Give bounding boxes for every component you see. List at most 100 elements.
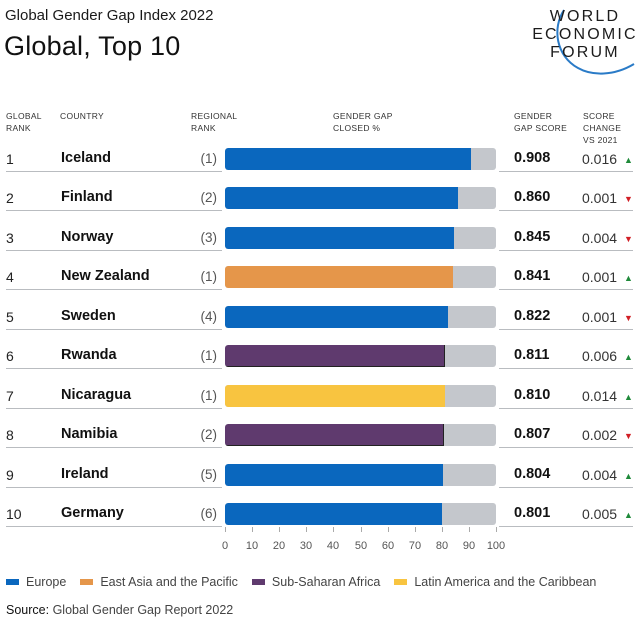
row-divider bbox=[499, 447, 633, 448]
legend-item-europe: Europe bbox=[6, 575, 66, 589]
chart-title: Global, Top 10 bbox=[4, 31, 181, 61]
legend-label-latin-america: Latin America and the Caribbean bbox=[414, 575, 597, 589]
global-rank: 10 bbox=[6, 506, 22, 522]
header-country-line1: COUNTRY bbox=[60, 111, 104, 121]
score-change: 0.002 bbox=[582, 427, 618, 443]
global-rank: 2 bbox=[6, 190, 14, 206]
x-tick bbox=[252, 527, 253, 532]
row-divider bbox=[6, 289, 222, 290]
bar-fill bbox=[225, 266, 453, 288]
x-tick bbox=[225, 527, 226, 532]
row-divider bbox=[499, 408, 633, 409]
legend-label-europe: Europe bbox=[26, 575, 67, 589]
row-divider bbox=[499, 210, 633, 211]
header-score-line2: GAP SCORE bbox=[514, 123, 568, 133]
legend: Europe East Asia and the Pacific Sub-Sah… bbox=[6, 574, 610, 590]
x-tick-label: 50 bbox=[354, 540, 368, 552]
header-global-rank-line2: RANK bbox=[6, 123, 31, 133]
gap-score: 0.811 bbox=[514, 347, 550, 363]
x-tick-label: 70 bbox=[408, 540, 422, 552]
bar-track bbox=[225, 345, 496, 367]
header-country: COUNTRY bbox=[60, 110, 104, 122]
country-name: Iceland bbox=[61, 150, 111, 166]
regional-rank: (6) bbox=[200, 506, 218, 521]
regional-rank: (1) bbox=[200, 151, 218, 166]
x-tick bbox=[442, 527, 443, 532]
x-tick-label: 20 bbox=[272, 540, 286, 552]
source-text: Global Gender Gap Report 2022 bbox=[49, 603, 234, 617]
bar-track bbox=[225, 227, 496, 249]
row-divider bbox=[6, 171, 222, 172]
legend-item-east-asia: East Asia and the Pacific bbox=[80, 575, 238, 589]
bar-fill bbox=[225, 424, 444, 446]
country-name: Namibia bbox=[61, 426, 118, 442]
arrow-up-icon: ▲ bbox=[624, 392, 633, 402]
score-change: 0.004 bbox=[582, 230, 618, 246]
arrow-up-icon: ▲ bbox=[624, 510, 633, 520]
row-divider bbox=[6, 250, 222, 251]
table-row: 5 Sweden (4) 0.822 0.001 ▼ bbox=[0, 298, 640, 337]
arrow-down-icon: ▼ bbox=[624, 234, 633, 244]
regional-rank: (3) bbox=[200, 230, 218, 245]
country-name: Finland bbox=[61, 189, 113, 205]
score-change: 0.001 bbox=[582, 269, 618, 285]
bar-fill bbox=[225, 345, 445, 367]
source-label: Source: bbox=[6, 603, 50, 617]
row-divider bbox=[499, 368, 633, 369]
country-name: Sweden bbox=[61, 308, 116, 324]
row-divider bbox=[499, 487, 633, 488]
wef-logo: WORLD ECONOMIC FORUM bbox=[530, 6, 640, 78]
global-rank: 5 bbox=[6, 309, 14, 325]
row-divider bbox=[499, 171, 633, 172]
chart-subtitle: Global Gender Gap Index 2022 bbox=[5, 7, 214, 24]
row-divider bbox=[6, 526, 222, 527]
table-row: 7 Nicaragua (1) 0.810 0.014 ▲ bbox=[0, 377, 640, 416]
global-rank: 8 bbox=[6, 427, 14, 443]
wef-logo-arc-icon bbox=[556, 9, 635, 75]
logo-line-1: WORLD bbox=[549, 8, 621, 25]
gap-score: 0.841 bbox=[514, 268, 551, 284]
table-row: 1 Iceland (1) 0.908 0.016 ▲ bbox=[0, 140, 640, 179]
header-global-rank-line1: GLOBAL bbox=[6, 111, 42, 121]
table-row: 3 Norway (3) 0.845 0.004 ▼ bbox=[0, 219, 640, 258]
x-tick-label: 100 bbox=[486, 540, 506, 552]
score-change: 0.004 bbox=[582, 467, 618, 483]
bar-track bbox=[225, 424, 496, 446]
row-divider bbox=[6, 408, 222, 409]
country-name: Ireland bbox=[61, 466, 109, 482]
x-tick bbox=[279, 527, 280, 532]
x-tick bbox=[388, 527, 389, 532]
bar-fill bbox=[225, 385, 445, 407]
bar-fill bbox=[225, 503, 443, 525]
table-row: 10 Germany (6) 0.801 0.005 ▲ bbox=[0, 495, 640, 534]
bar-fill bbox=[225, 148, 472, 170]
row-divider bbox=[6, 210, 222, 211]
x-tick-label: 0 bbox=[221, 540, 229, 552]
gap-score: 0.822 bbox=[514, 308, 551, 324]
global-rank: 9 bbox=[6, 467, 14, 483]
header-global-rank: GLOBAL RANK bbox=[6, 110, 42, 134]
score-change: 0.001 bbox=[582, 190, 618, 206]
table-row: 2 Finland (2) 0.860 0.001 ▼ bbox=[0, 179, 640, 218]
bar-track bbox=[225, 503, 496, 525]
legend-swatch-europe bbox=[6, 579, 19, 585]
country-name: New Zealand bbox=[61, 268, 150, 284]
gap-score: 0.860 bbox=[514, 189, 551, 205]
legend-item-latin-america: Latin America and the Caribbean bbox=[394, 575, 596, 589]
header-gap-closed: GENDER GAP CLOSED % bbox=[333, 110, 393, 134]
row-divider bbox=[499, 526, 633, 527]
x-tick-label: 80 bbox=[435, 540, 449, 552]
legend-label-sub-saharan: Sub-Saharan Africa bbox=[271, 575, 381, 589]
legend-item-sub-saharan: Sub-Saharan Africa bbox=[251, 575, 381, 589]
regional-rank: (2) bbox=[200, 427, 218, 442]
row-divider bbox=[6, 329, 222, 330]
score-change: 0.001 bbox=[582, 309, 618, 325]
arrow-down-icon: ▼ bbox=[624, 431, 633, 441]
header-regional-rank: REGIONAL RANK bbox=[191, 110, 237, 134]
source-note: Source: Global Gender Gap Report 2022 bbox=[6, 603, 233, 617]
bar-track bbox=[225, 148, 496, 170]
regional-rank: (2) bbox=[200, 190, 218, 205]
legend-swatch-sub-saharan bbox=[251, 579, 265, 585]
table-row: 6 Rwanda (1) 0.811 0.006 ▲ bbox=[0, 337, 640, 376]
gap-score: 0.804 bbox=[514, 466, 551, 482]
